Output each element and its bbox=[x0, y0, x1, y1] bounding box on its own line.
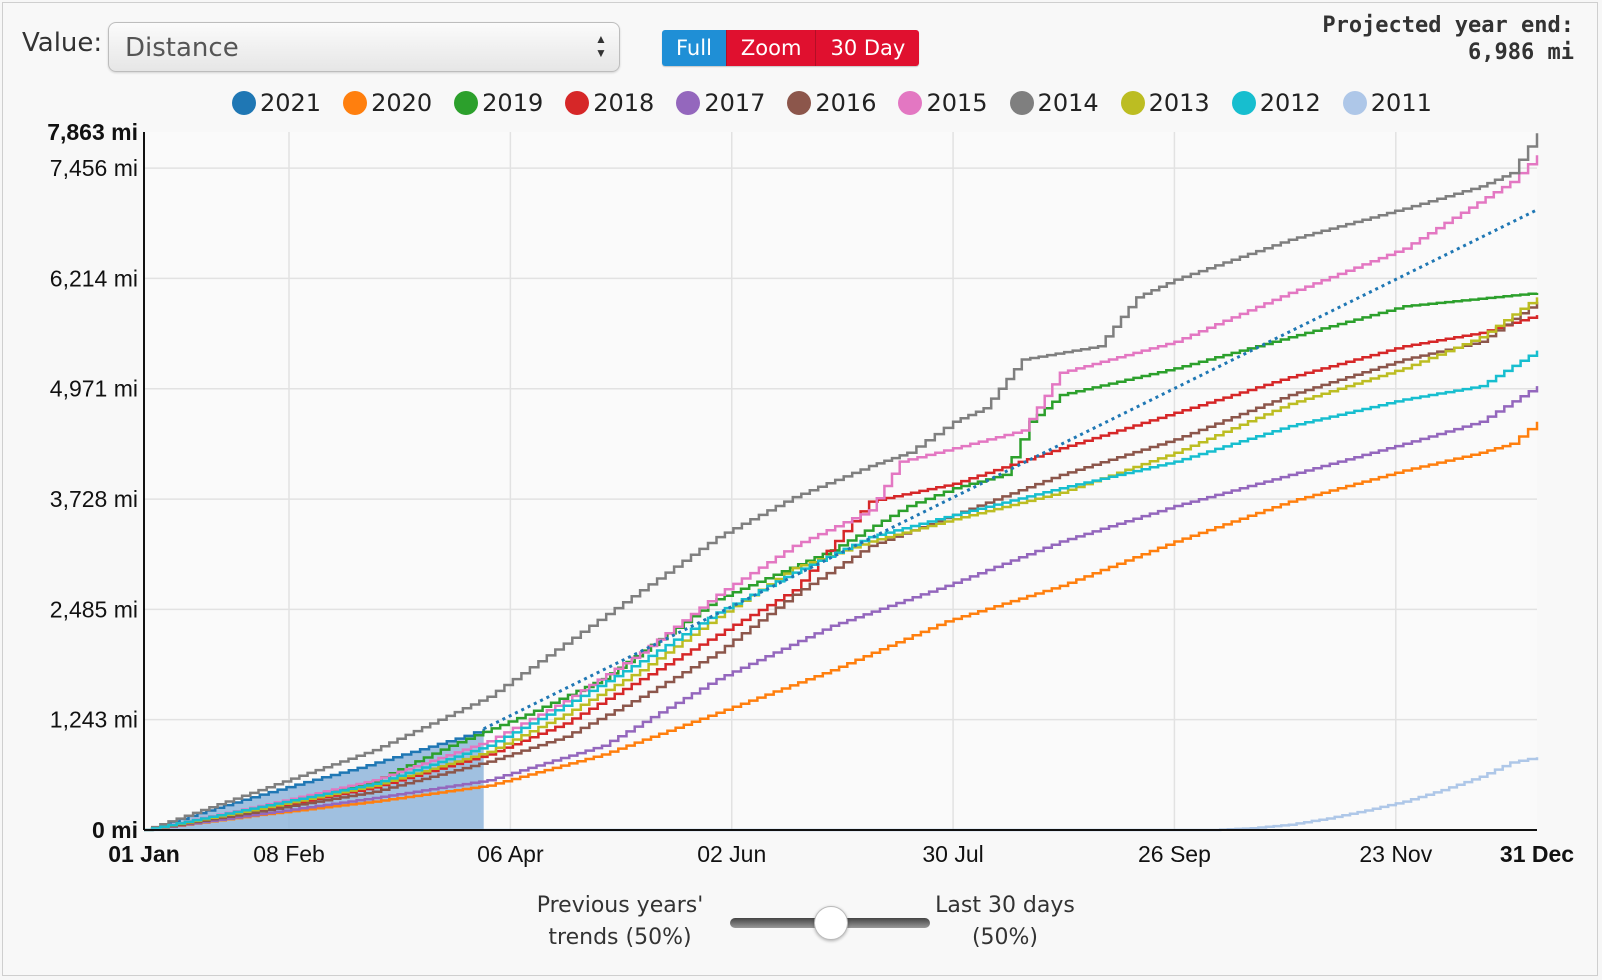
range-button-30-day[interactable]: 30 Day bbox=[815, 30, 920, 66]
y-tick-label-5: 6,214 mi bbox=[50, 265, 138, 291]
value-select-text: Distance bbox=[125, 33, 239, 63]
value-label: Value: bbox=[22, 28, 103, 58]
legend-swatch-2013 bbox=[1120, 91, 1145, 115]
legend-swatch-2021 bbox=[232, 91, 256, 115]
legend-item-2013[interactable]: 2013 bbox=[1120, 88, 1210, 118]
x-tick-label-5: 26 Sep bbox=[1138, 841, 1211, 867]
x-tick-label-3: 02 Jun bbox=[697, 841, 766, 867]
series-line-2017 bbox=[144, 386, 1539, 832]
slider-right-line-1: Last 30 days bbox=[935, 893, 1075, 918]
value-select[interactable]: Distance ▲ ▼ bbox=[108, 22, 620, 72]
select-arrows-icon: ▲ ▼ bbox=[595, 32, 607, 60]
legend-label-2013: 2013 bbox=[1148, 89, 1210, 117]
legend-label-2021: 2021 bbox=[260, 89, 322, 117]
trend-weight-slider[interactable] bbox=[730, 906, 930, 940]
legend-swatch-2015 bbox=[898, 91, 923, 115]
series-line-2012 bbox=[144, 350, 1539, 832]
legend-swatch-2020 bbox=[343, 91, 368, 115]
legend-swatch-2014 bbox=[1009, 91, 1034, 115]
legend-label-2019: 2019 bbox=[482, 89, 544, 117]
legend-item-2011[interactable]: 2011 bbox=[1342, 88, 1432, 118]
y-tick-label-0: 0 mi bbox=[92, 817, 138, 843]
series-line-2014 bbox=[144, 133, 1539, 832]
legend-swatch-2011 bbox=[1342, 91, 1367, 115]
legend-label-2012: 2012 bbox=[1259, 89, 1321, 117]
x-tick-label-6: 23 Nov bbox=[1359, 841, 1432, 867]
y-tick-label-6: 7,456 mi bbox=[50, 155, 138, 181]
legend-item-2021[interactable]: 2021 bbox=[232, 88, 321, 118]
x-tick-label-7: 31 Dec bbox=[1500, 841, 1574, 867]
legend-item-2014[interactable]: 2014 bbox=[1009, 88, 1099, 118]
legend-label-2011: 2011 bbox=[1370, 89, 1432, 117]
legend-item-2012[interactable]: 2012 bbox=[1231, 88, 1321, 118]
legend-label-2020: 2020 bbox=[371, 89, 433, 117]
range-button-full[interactable]: Full bbox=[662, 30, 726, 66]
slider-left-line-2: trends (50%) bbox=[548, 925, 692, 950]
x-tick-label-0: 01 Jan bbox=[108, 841, 180, 867]
legend-item-2020[interactable]: 2020 bbox=[343, 88, 432, 118]
legend-swatch-2017 bbox=[676, 91, 701, 115]
range-button-group: Full Zoom 30 Day bbox=[662, 30, 920, 66]
chart-svg: 0 mi 1,243 mi 2,485 mi 3,728 mi 4,971 mi 6,21… bbox=[47, 119, 1574, 867]
series-line-2020 bbox=[144, 421, 1539, 832]
series-line-2021 bbox=[144, 728, 485, 832]
series-line-2016 bbox=[144, 301, 1539, 832]
slider-right-label: Last 30 days (50%) bbox=[910, 890, 1100, 954]
range-button-zoom[interactable]: Zoom bbox=[725, 30, 816, 66]
slider-left-line-1: Previous years' bbox=[536, 893, 704, 918]
projection-value: 6,986 mi bbox=[1468, 40, 1574, 65]
slider-left-label: Previous years' trends (50%) bbox=[520, 890, 720, 954]
legend-swatch-2016 bbox=[787, 91, 812, 115]
y-tick-label-3: 3,728 mi bbox=[50, 486, 138, 512]
series-line-2015 bbox=[144, 155, 1539, 832]
projection-title: Projected year end: bbox=[1322, 13, 1574, 38]
x-tick-label-2: 06 Apr bbox=[477, 841, 544, 867]
slider-right-line-2: (50%) bbox=[971, 925, 1039, 950]
x-tick-label-1: 08 Feb bbox=[253, 841, 325, 867]
series-area-2021 bbox=[144, 728, 484, 830]
legend-swatch-2018 bbox=[565, 91, 590, 115]
legend-swatch-2012 bbox=[1231, 91, 1256, 115]
legend-swatch-2019 bbox=[454, 91, 479, 115]
legend-item-2018[interactable]: 2018 bbox=[565, 88, 654, 118]
legend-label-2017: 2017 bbox=[704, 89, 766, 117]
legend-label-2018: 2018 bbox=[593, 89, 655, 117]
y-tick-label-2: 2,485 mi bbox=[50, 596, 138, 622]
y-tick-label-1: 1,243 mi bbox=[50, 707, 138, 733]
legend-item-2016[interactable]: 2016 bbox=[787, 88, 876, 118]
legend-item-2017[interactable]: 2017 bbox=[676, 88, 765, 118]
y-tick-label-7: 7,863 mi bbox=[47, 119, 138, 145]
legend-item-2015[interactable]: 2015 bbox=[898, 88, 988, 118]
legend-label-2015: 2015 bbox=[926, 89, 988, 117]
legend: 2021 2020 2019 2018 2017 2016 2015 2014 2013 2012… bbox=[232, 88, 1454, 118]
slider-thumb[interactable] bbox=[814, 906, 848, 940]
legend-label-2014: 2014 bbox=[1037, 89, 1099, 117]
legend-item-2019[interactable]: 2019 bbox=[454, 88, 543, 118]
x-tick-label-4: 30 Jul bbox=[922, 841, 983, 867]
y-tick-label-4: 4,971 mi bbox=[50, 376, 138, 402]
legend-label-2016: 2016 bbox=[815, 89, 877, 117]
projection: Projected year end: 6,986 mi bbox=[1322, 12, 1574, 66]
